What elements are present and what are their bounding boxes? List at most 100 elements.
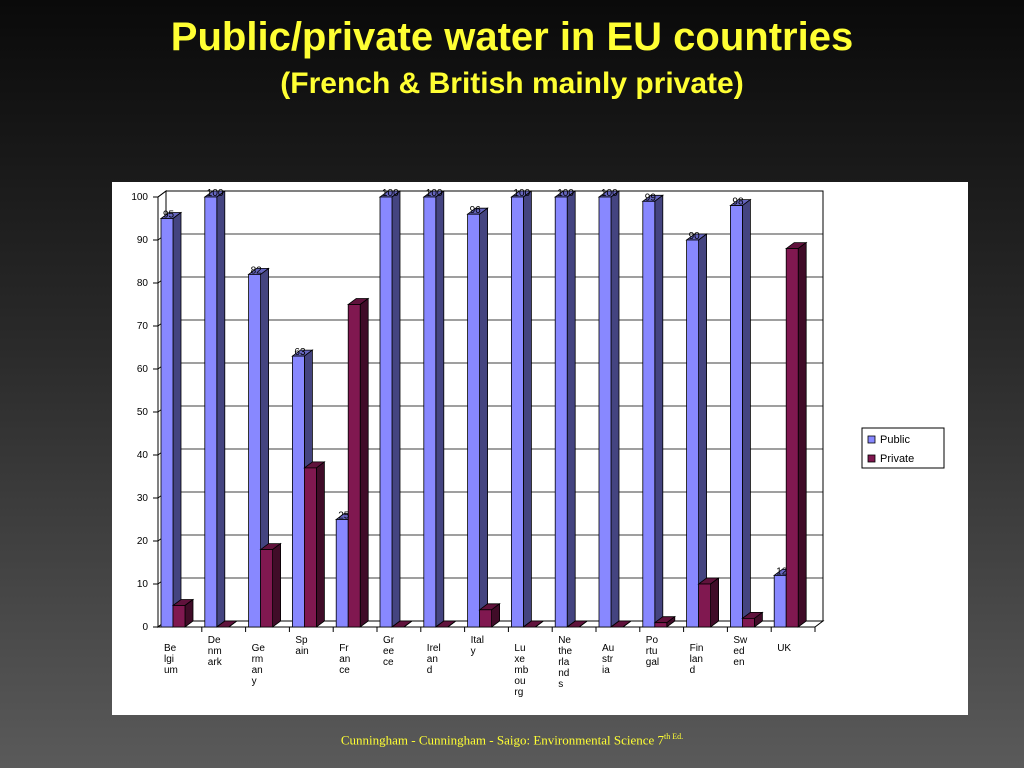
legend-label: Public <box>880 434 910 446</box>
bar-public <box>159 211 183 628</box>
x-tick-label: ain <box>295 646 308 657</box>
bar-private <box>609 620 633 628</box>
bar-public <box>597 190 621 628</box>
y-tick-label: 30 <box>137 493 149 504</box>
bar-public <box>641 194 664 628</box>
bar-private <box>741 611 764 628</box>
x-tick-label: Po <box>646 635 659 646</box>
x-tick-label: Lu <box>514 643 525 654</box>
x-tick-label: Ne <box>558 635 571 646</box>
data-label: 100 <box>513 188 530 199</box>
bar-private <box>566 620 589 628</box>
chart-panel: 0 10 20 30 40 50 60 70 80 90 100 95 Be lgi um 100 De nm ar… <box>112 182 968 715</box>
bar-public <box>203 190 227 628</box>
y-tick-label: 90 <box>137 235 149 246</box>
x-tick-label: De <box>208 635 221 646</box>
x-tick-label: nd <box>558 668 569 679</box>
bar-private <box>478 602 501 628</box>
x-tick-label: an <box>252 665 263 676</box>
x-tick-label: Sw <box>733 635 748 646</box>
x-tick-label: ark <box>208 657 223 668</box>
bar-public <box>729 198 752 628</box>
data-label: 100 <box>426 188 443 199</box>
x-tick-label: Au <box>602 643 614 654</box>
data-label: 100 <box>207 188 224 199</box>
bar-public <box>466 207 489 628</box>
x-tick-label: ee <box>383 646 395 657</box>
y-tick-label: 10 <box>137 579 149 590</box>
x-tick-label: rla <box>558 657 570 668</box>
x-tick-label: y <box>252 676 257 687</box>
footer-text: Cunningham - Cunningham - Saigo: Environ… <box>340 732 665 748</box>
x-tick-label: Be <box>164 643 177 654</box>
bar-public <box>685 233 708 628</box>
x-tick-label: Fin <box>690 643 704 654</box>
x-tick-label: the <box>558 646 572 657</box>
legend-box <box>861 427 945 469</box>
slide-title: Public/private water in EU countries <box>170 15 854 59</box>
x-tick-label: mb <box>514 665 528 676</box>
x-tick-label: xe <box>514 654 525 665</box>
x-tick-label: Sp <box>295 635 308 646</box>
data-label: 100 <box>557 188 574 199</box>
footer-superscript: th Ed. <box>664 732 684 741</box>
x-tick-label: ce <box>383 657 394 668</box>
bar-private <box>434 620 457 628</box>
x-tick-label: nm <box>208 646 222 657</box>
x-tick-label: ed <box>733 646 744 657</box>
bar-public <box>422 190 445 628</box>
x-tick-label: Fr <box>339 643 349 654</box>
y-tick-label: 70 <box>137 321 149 332</box>
data-label: 100 <box>601 188 618 199</box>
x-tick-label: an <box>339 654 350 665</box>
data-label: 12 <box>776 566 788 577</box>
legend-label: Private <box>880 453 914 465</box>
x-tick-label: Gr <box>383 635 395 646</box>
y-tick-label: 60 <box>137 364 149 375</box>
x-tick-label: d <box>427 665 433 676</box>
x-tick-label: s <box>558 679 563 690</box>
x-tick-label: gal <box>646 657 659 668</box>
y-tick-label: 40 <box>137 450 149 461</box>
bar-public <box>510 190 533 628</box>
x-tick-label: lan <box>690 654 703 665</box>
bar-public <box>378 190 402 628</box>
y-tick-label: 50 <box>137 407 149 418</box>
bar-private <box>653 615 676 628</box>
x-tick-label: Irel <box>427 643 441 654</box>
bar-private <box>259 542 282 628</box>
data-label: 95 <box>163 210 175 221</box>
x-tick-label: en <box>733 657 744 668</box>
x-tick-label: ia <box>602 665 610 676</box>
x-tick-label: an <box>427 654 438 665</box>
x-tick-label: ou <box>514 676 525 687</box>
bar-public <box>247 267 270 628</box>
y-tick-label: 100 <box>131 192 148 203</box>
x-tick-label: lgi <box>164 654 174 665</box>
y-tick-label: 20 <box>137 536 149 547</box>
data-label: 25 <box>338 511 350 522</box>
footer-citation: Cunningham - Cunningham - Saigo: Environ… <box>0 732 1024 748</box>
x-tick-label: rtu <box>646 646 658 657</box>
x-tick-label: rg <box>514 687 523 698</box>
data-label: 96 <box>470 205 482 216</box>
x-tick-label: um <box>164 665 178 676</box>
bar-private <box>522 620 545 628</box>
y-tick-label: 0 <box>142 622 148 633</box>
data-label: 63 <box>294 347 306 358</box>
slide-subtitle: (French & British mainly private) <box>280 67 744 100</box>
data-label: 100 <box>382 188 399 199</box>
x-tick-label: str <box>602 654 614 665</box>
data-label: 99 <box>645 192 657 203</box>
bar-private <box>303 461 326 628</box>
legend-swatch <box>867 454 876 463</box>
data-label: 82 <box>251 265 263 276</box>
x-tick-label: ce <box>339 665 350 676</box>
data-label: 98 <box>732 197 744 208</box>
data-label: 90 <box>689 231 701 242</box>
x-tick-label: UK <box>777 643 791 654</box>
x-tick-label: Ge <box>252 643 266 654</box>
bar-private <box>390 620 414 628</box>
y-tick-label: 80 <box>137 278 149 289</box>
